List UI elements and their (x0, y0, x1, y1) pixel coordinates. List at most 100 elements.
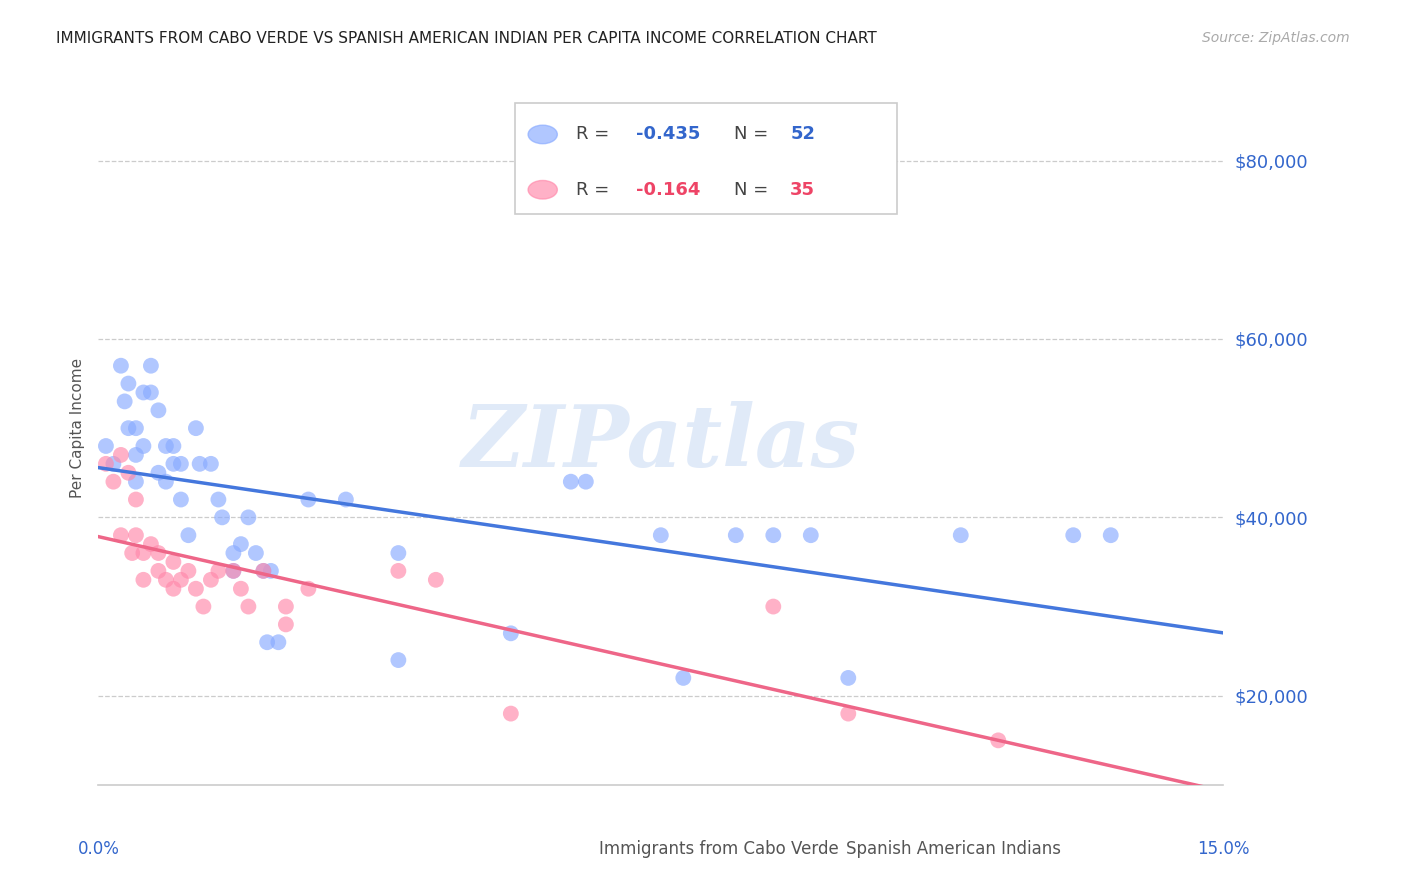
Point (193, 599, 215, 614)
FancyBboxPatch shape (515, 103, 897, 214)
Point (335, 492, 357, 507)
Text: N =: N = (734, 126, 773, 144)
Point (125, 492, 148, 507)
Point (762, 599, 785, 614)
Text: 35: 35 (790, 181, 815, 199)
Point (132, 439, 155, 453)
Point (162, 457, 184, 471)
Point (103, 457, 125, 471)
Point (110, 448, 132, 462)
Circle shape (529, 125, 557, 144)
Text: Immigrants from Cabo Verde: Immigrants from Cabo Verde (599, 840, 839, 858)
Point (245, 546, 267, 560)
Point (125, 421, 148, 435)
Point (148, 466, 170, 480)
Text: N =: N = (734, 181, 773, 199)
Point (256, 635, 278, 649)
Point (200, 457, 222, 471)
Point (837, 671, 859, 685)
Point (252, 564, 274, 578)
FancyBboxPatch shape (818, 840, 841, 858)
Point (499, 626, 522, 640)
Text: -0.164: -0.164 (636, 181, 700, 199)
Point (170, 573, 193, 587)
Point (837, 706, 859, 721)
Text: IMMIGRANTS FROM CABO VERDE VS SPANISH AMERICAN INDIAN PER CAPITA INCOME CORRELAT: IMMIGRANTS FROM CABO VERDE VS SPANISH AM… (56, 31, 877, 46)
Point (222, 546, 245, 560)
Point (387, 564, 409, 578)
Point (139, 359, 162, 373)
Circle shape (529, 180, 557, 199)
Point (139, 385, 162, 400)
Point (114, 394, 136, 409)
Point (162, 555, 184, 569)
Point (222, 564, 245, 578)
Point (238, 510, 260, 524)
Point (177, 564, 200, 578)
Point (762, 528, 785, 542)
Point (297, 582, 319, 596)
Point (650, 528, 672, 542)
Point (499, 706, 522, 721)
Point (267, 635, 290, 649)
Point (188, 457, 211, 471)
Point (1099, 528, 1122, 542)
Point (155, 573, 177, 587)
Point (170, 492, 193, 507)
Point (155, 439, 177, 453)
Text: Source: ZipAtlas.com: Source: ZipAtlas.com (1202, 31, 1350, 45)
Point (155, 475, 177, 489)
Point (94, 457, 117, 471)
Point (207, 492, 229, 507)
FancyBboxPatch shape (571, 840, 593, 858)
Point (207, 564, 229, 578)
Point (132, 573, 155, 587)
Point (117, 421, 139, 435)
Point (148, 564, 170, 578)
Point (132, 546, 155, 560)
Point (162, 439, 184, 453)
Point (148, 546, 170, 560)
Point (724, 528, 747, 542)
Y-axis label: Per Capita Income: Per Capita Income (69, 358, 84, 499)
Point (987, 733, 1010, 747)
Point (229, 537, 252, 551)
Point (238, 599, 260, 614)
Point (132, 385, 155, 400)
Point (184, 582, 207, 596)
Point (110, 528, 132, 542)
Point (200, 573, 222, 587)
Point (260, 564, 283, 578)
Text: 0.0%: 0.0% (77, 840, 120, 858)
Point (177, 528, 200, 542)
Point (800, 528, 823, 542)
Point (297, 492, 319, 507)
Point (121, 546, 143, 560)
Point (229, 582, 252, 596)
Point (170, 457, 193, 471)
Point (575, 475, 598, 489)
Text: -0.435: -0.435 (636, 126, 700, 144)
Point (125, 448, 148, 462)
Point (110, 359, 132, 373)
Point (387, 546, 409, 560)
Text: R =: R = (576, 126, 616, 144)
Point (117, 466, 139, 480)
Point (949, 528, 972, 542)
Point (560, 475, 582, 489)
Text: 52: 52 (790, 126, 815, 144)
Text: Spanish American Indians: Spanish American Indians (846, 840, 1062, 858)
Text: 15.0%: 15.0% (1197, 840, 1250, 858)
Point (387, 653, 409, 667)
Point (184, 421, 207, 435)
Point (425, 573, 447, 587)
Point (222, 564, 245, 578)
Point (125, 528, 148, 542)
Point (117, 376, 139, 391)
Point (1062, 528, 1084, 542)
Text: ZIPatlas: ZIPatlas (461, 401, 860, 484)
Point (672, 671, 695, 685)
Point (162, 582, 184, 596)
Point (274, 599, 297, 614)
Point (103, 475, 125, 489)
